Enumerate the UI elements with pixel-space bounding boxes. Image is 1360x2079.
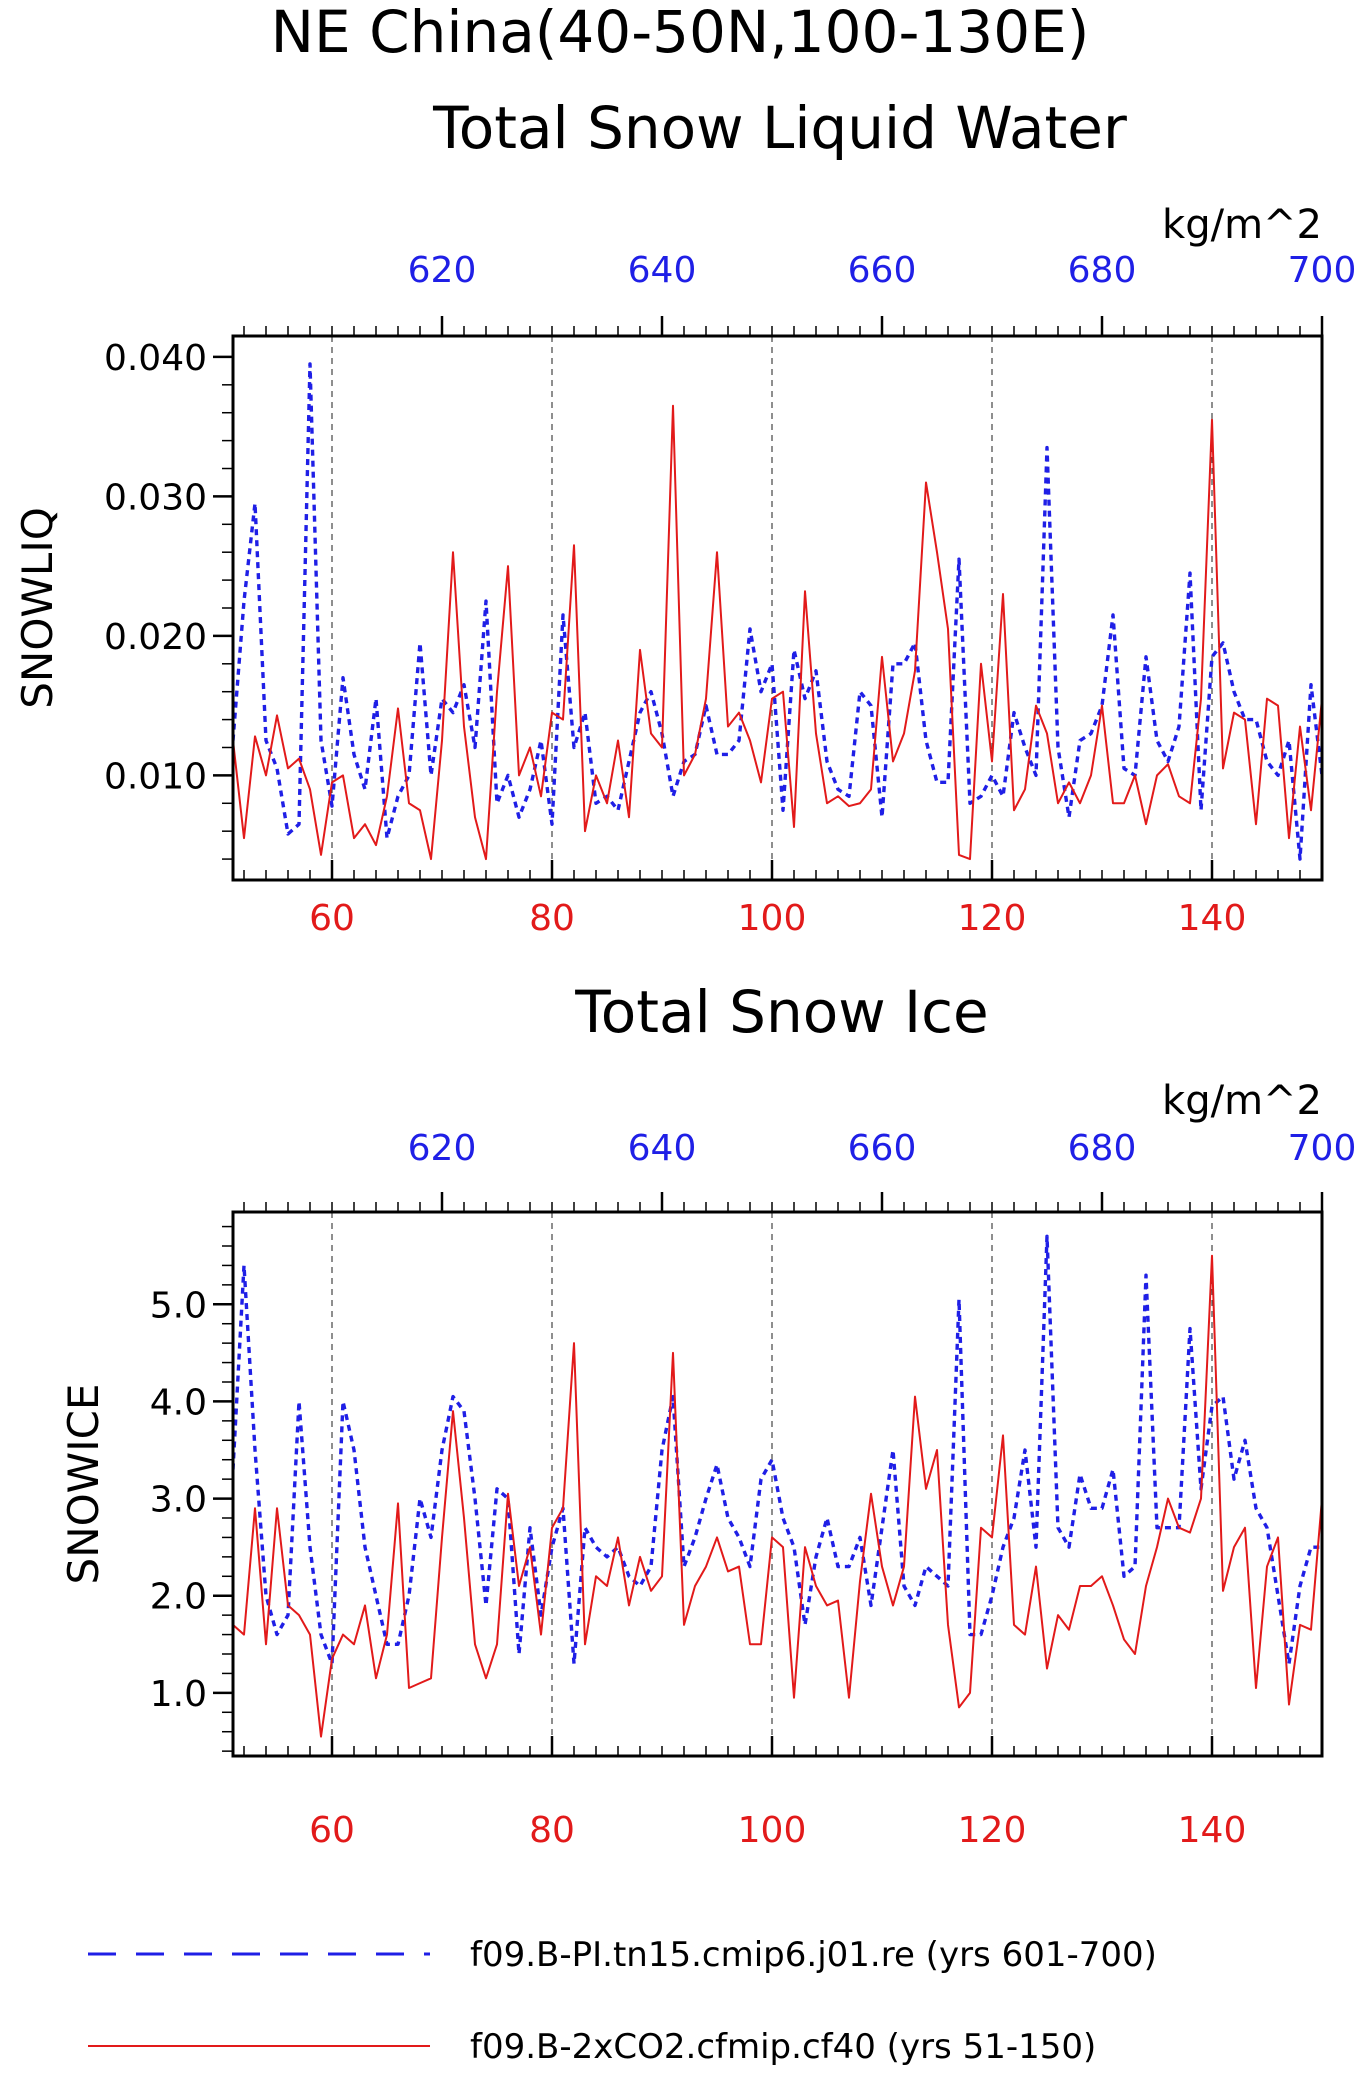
x-tick-label: 100: [738, 898, 807, 939]
x2-tick-label: 640: [628, 250, 697, 291]
plot-frame: [231, 334, 1324, 882]
x-tick-label: 80: [529, 898, 575, 939]
x2-tick-label: 700: [1288, 250, 1357, 291]
x2-tick-label: 640: [628, 1128, 697, 1169]
plot-frame: [231, 1210, 1324, 1758]
x-tick-label: 120: [958, 1810, 1027, 1851]
x2-tick-label: 660: [848, 1128, 917, 1169]
x2-tick-label: 680: [1068, 250, 1137, 291]
y-tick-label: 3.0: [150, 1480, 207, 1521]
y-tick-label: 0.030: [104, 477, 207, 518]
legend-label-2xco2: f09.B-2xCO2.cfmip.cf40 (yrs 51-150): [470, 2027, 1096, 2067]
series-line-pi: [233, 362, 1322, 861]
x2-tick-label: 680: [1068, 1128, 1137, 1169]
y-tick-label: 0.040: [104, 338, 207, 379]
y-tick-label: 5.0: [150, 1285, 207, 1326]
x2-tick-label: 660: [848, 250, 917, 291]
chart-panel-2: Total Snow Ice kg/m^2 1.0 2.0 3.0 4.0 5.0 60 80 1…: [59, 978, 1356, 1851]
y-tick-label: 0.020: [104, 617, 207, 658]
x-tick-label: 140: [1178, 1810, 1247, 1851]
chart-title: Total Snow Ice: [574, 978, 989, 1046]
x-tick-label: 80: [529, 1810, 575, 1851]
series-line-2xco2: [233, 404, 1322, 861]
y-tick-label: 1.0: [150, 1674, 207, 1715]
y-tick-label: 2.0: [150, 1577, 207, 1618]
x2-tick-label: 700: [1288, 1128, 1357, 1169]
x-tick-label: 100: [738, 1810, 807, 1851]
y-tick-label: 4.0: [150, 1382, 207, 1423]
y-axis-label: SNOWLIQ: [13, 507, 62, 709]
chart-title: Total Snow Liquid Water: [432, 94, 1127, 162]
x-tick-label: 60: [309, 1810, 355, 1851]
x-tick-label: 120: [958, 898, 1027, 939]
x-tick-label: 140: [1178, 898, 1247, 939]
y-tick-label: 0.010: [104, 756, 207, 797]
legend-item-2xco2: f09.B-2xCO2.cfmip.cf40 (yrs 51-150): [88, 2027, 1096, 2067]
x2-tick-label: 620: [408, 250, 477, 291]
x2-tick-label: 620: [408, 1128, 477, 1169]
legend-item-pi: f09.B-PI.tn15.cmip6.j01.re (yrs 601-700): [88, 1935, 1157, 1975]
top-axis-unit: kg/m^2: [1162, 1078, 1322, 1124]
x-tick-label: 60: [309, 898, 355, 939]
legend: f09.B-PI.tn15.cmip6.j01.re (yrs 601-700)…: [88, 1935, 1157, 2067]
series-line-2xco2: [233, 1254, 1322, 1738]
figure-title: NE China(40-50N,100-130E): [271, 0, 1090, 66]
chart-panels: Total Snow Liquid Water kg/m^2 0.010 0.020 0…: [13, 94, 1356, 1851]
series-line-pi: [233, 1234, 1322, 1666]
chart-panel-1: Total Snow Liquid Water kg/m^2 0.010 0.020 0…: [13, 94, 1356, 939]
y-axis-label: SNOWICE: [59, 1384, 108, 1585]
legend-label-pi: f09.B-PI.tn15.cmip6.j01.re (yrs 601-700): [470, 1935, 1157, 1975]
top-axis-unit: kg/m^2: [1162, 202, 1322, 248]
